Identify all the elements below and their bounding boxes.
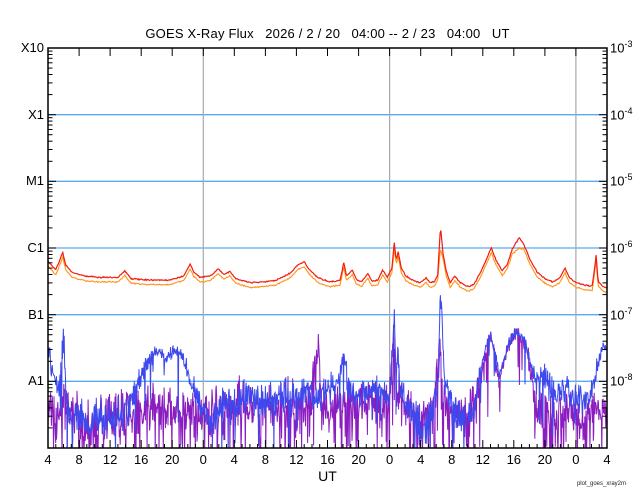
xray-long-secondary-line: [48, 246, 607, 294]
x-tick-label: 8: [75, 452, 82, 467]
flux-exponent: -6: [624, 239, 633, 249]
x-tick-label: 20: [165, 452, 179, 467]
y-axis-flux-label: 10-7: [610, 305, 633, 322]
x-tick-label: 0: [386, 452, 393, 467]
x-tick-label: 8: [448, 452, 455, 467]
x-tick-label: 12: [103, 452, 117, 467]
x-tick-label: 16: [507, 452, 521, 467]
y-axis-class-label: X10: [20, 40, 44, 55]
plot-script-watermark: plot_goes_xray2m: [576, 481, 626, 487]
x-axis-title: UT: [318, 468, 337, 484]
flux-exponent: -7: [624, 305, 633, 316]
y-axis-flux-label: 10-8: [610, 372, 633, 389]
x-tick-label: 16: [320, 452, 334, 467]
x-tick-label: 20: [538, 452, 552, 467]
x-tick-label: 20: [351, 452, 365, 467]
y-axis-class-label: X1: [28, 106, 44, 122]
x-tick-label: 4: [231, 452, 238, 467]
xray-short-primary-line: [48, 295, 607, 448]
x-tick-label: 4: [603, 452, 610, 467]
y-axis-class-label: M1: [25, 173, 44, 189]
chart-title: GOES X-Ray Flux 2026 / 2 / 20 04:00 -- 2…: [145, 26, 510, 41]
x-tick-label: 4: [44, 452, 51, 467]
x-tick-label: 8: [262, 452, 269, 467]
x-tick-label: 0: [200, 452, 207, 467]
y-axis-class-label: A1: [28, 373, 44, 389]
y-axis-flux-label: 10-3: [610, 39, 633, 56]
flux-exponent: -5: [624, 172, 633, 183]
x-tick-label: 4: [417, 452, 424, 467]
y-axis-class-label: B1: [28, 306, 44, 322]
flux-exponent: -3: [624, 39, 633, 49]
xray-long-primary-line: [48, 230, 607, 289]
y-axis-flux-label: 10-5: [610, 172, 633, 189]
y-axis-flux-label: 10-6: [610, 239, 633, 256]
x-tick-label: 12: [289, 452, 303, 467]
x-tick-label: 0: [572, 452, 579, 467]
y-axis-class-label: C1: [27, 240, 44, 255]
flux-exponent: -8: [624, 372, 633, 383]
x-tick-label: 16: [134, 452, 148, 467]
y-axis-flux-label: 10-4: [610, 105, 633, 122]
x-tick-label: 12: [476, 452, 490, 467]
flux-exponent: -4: [624, 105, 633, 116]
